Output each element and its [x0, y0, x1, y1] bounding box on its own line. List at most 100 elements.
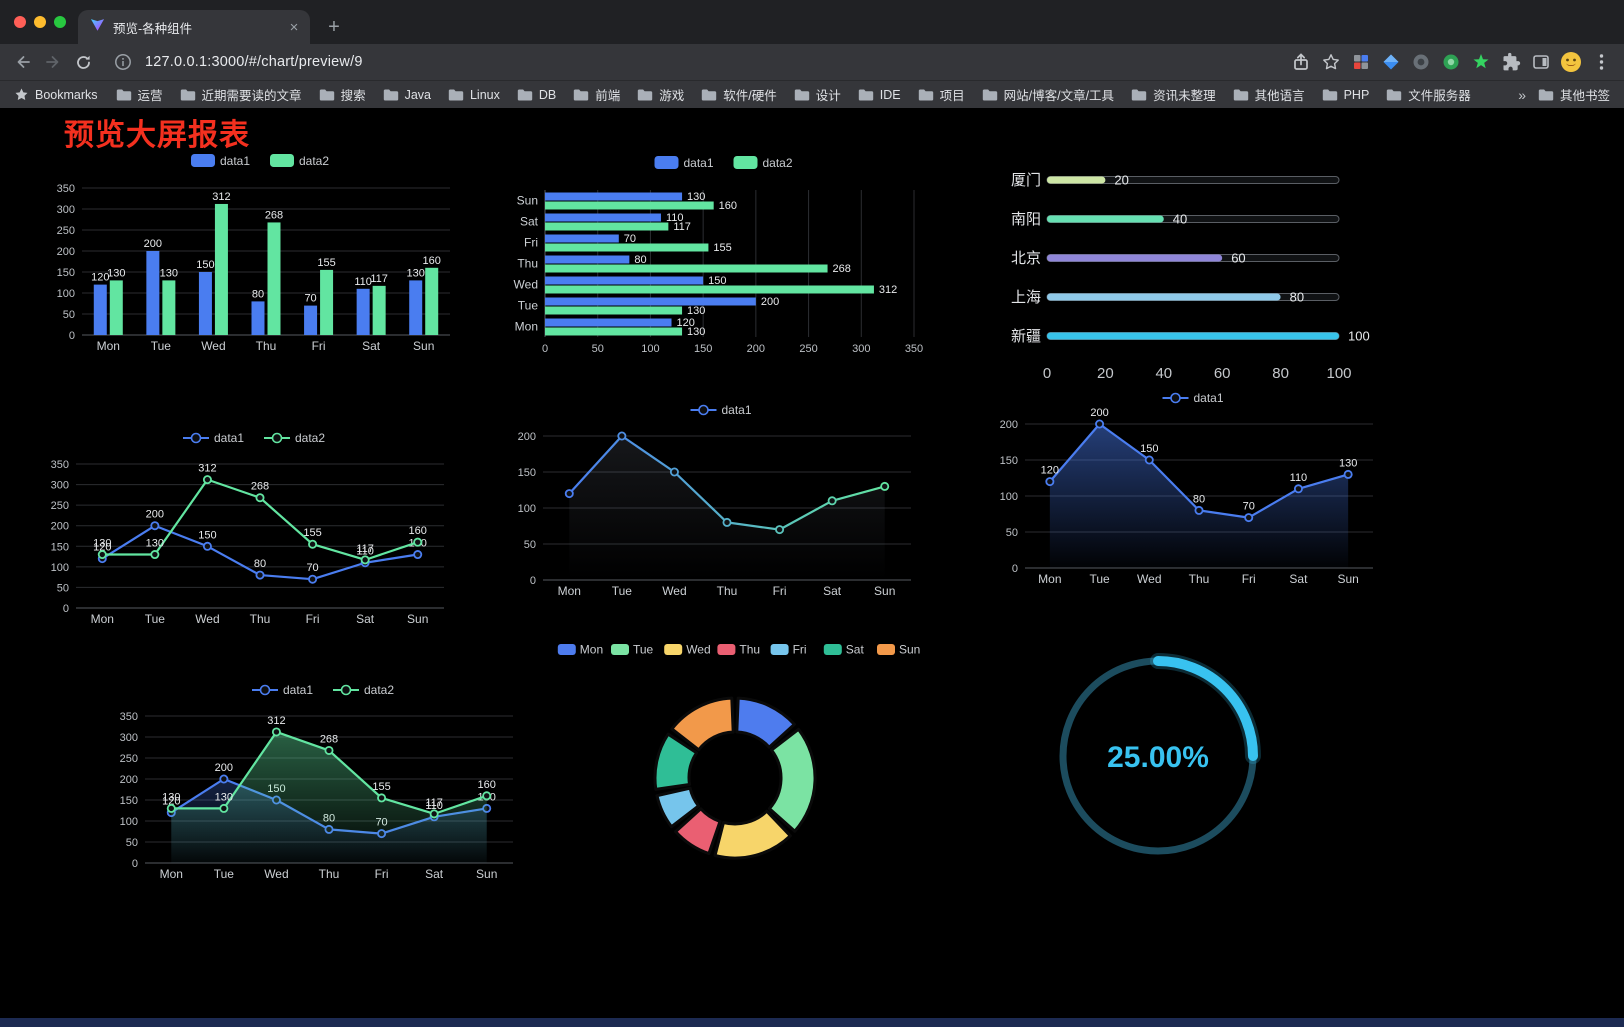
svg-text:40: 40: [1173, 212, 1187, 227]
svg-text:150: 150: [51, 541, 69, 553]
bottom-bar: [0, 1018, 1624, 1027]
svg-text:Wed: Wed: [1137, 572, 1161, 586]
chart-line-gradient[interactable]: 0 50 100 150 200 Mon Tue Wed Thu Fri Sat Sun data1: [503, 396, 943, 608]
address-bar[interactable]: 127.0.0.1:3000/#/chart/preview/9: [110, 49, 363, 75]
svg-text:Wed: Wed: [662, 584, 686, 598]
svg-text:200: 200: [1090, 407, 1108, 419]
bookmark-item[interactable]: PHP: [1322, 88, 1369, 102]
bookmark-item[interactable]: 软件/硬件: [701, 85, 777, 104]
svg-text:Sun: Sun: [874, 584, 895, 598]
svg-text:150: 150: [196, 259, 214, 271]
profile-avatar[interactable]: [1558, 49, 1584, 75]
bookmark-item[interactable]: DB: [517, 88, 556, 102]
bookmark-item[interactable]: 资讯未整理: [1131, 85, 1216, 104]
svg-text:117: 117: [425, 797, 443, 809]
svg-text:100: 100: [1348, 329, 1370, 344]
chart-bar-vertical[interactable]: 0 50 100 150 200 250 300 350 Mon Tue Wed Thu Fri Sat S…: [42, 148, 482, 363]
svg-text:200: 200: [215, 762, 233, 774]
share-icon[interactable]: [1288, 49, 1314, 75]
svg-text:100: 100: [51, 562, 69, 574]
svg-text:Mon: Mon: [160, 867, 183, 881]
menu-icon[interactable]: [1588, 49, 1614, 75]
bookmark-item[interactable]: 文件服务器: [1386, 85, 1471, 104]
svg-text:100: 100: [641, 343, 659, 355]
svg-text:130: 130: [215, 791, 233, 803]
svg-text:80: 80: [254, 558, 266, 570]
svg-text:110: 110: [666, 212, 684, 224]
window-controls: [14, 16, 66, 28]
chart-bar-horizontal[interactable]: 0 50 100 150 200 250 300 350 Mon 120 130 Tue 200 130 W…: [503, 150, 948, 365]
extension-circle-green-icon[interactable]: [1438, 49, 1464, 75]
minimize-window-button[interactable]: [34, 16, 46, 28]
bookmark-star-icon[interactable]: [1318, 49, 1344, 75]
bookmark-item[interactable]: 项目: [918, 85, 965, 104]
chart-line-two-series[interactable]: 0 50 100 150 200 250 300 350 Mon Tue Wed Thu Fri Sat S…: [36, 424, 476, 636]
forward-icon[interactable]: [40, 49, 66, 75]
svg-text:Thu: Thu: [1189, 572, 1210, 586]
svg-text:250: 250: [120, 753, 138, 765]
svg-text:data2: data2: [364, 683, 394, 697]
bookmark-item[interactable]: 搜索: [319, 85, 366, 104]
svg-text:Tue: Tue: [214, 867, 235, 881]
bookmark-item[interactable]: 设计: [794, 85, 841, 104]
new-tab-button[interactable]: +: [328, 15, 340, 38]
bookmark-item[interactable]: 近期需要读的文章: [180, 85, 302, 104]
bookmark-item[interactable]: 网站/博客/文章/工具: [982, 85, 1114, 104]
bookmarks-list: 运营 近期需要读的文章 搜索 Java Linux DB 前端 游戏 软件/硬件 设计 IDE 项目 网…: [116, 85, 1507, 104]
split-view-icon[interactable]: [1528, 49, 1554, 75]
bookmark-item[interactable]: 前端: [573, 85, 620, 104]
reload-icon[interactable]: [70, 49, 96, 75]
bookmark-item[interactable]: Java: [383, 88, 431, 102]
bookmark-label: 文件服务器: [1408, 89, 1471, 103]
url-text[interactable]: 127.0.0.1:3000/#/chart/preview/9: [145, 54, 363, 70]
bookmark-label: Linux: [469, 87, 500, 102]
svg-text:150: 150: [518, 467, 536, 479]
svg-text:Sat: Sat: [520, 215, 539, 229]
extensions-puzzle-icon[interactable]: [1498, 49, 1524, 75]
svg-text:160: 160: [423, 255, 441, 267]
other-bookmarks-item[interactable]: 其他书签: [1538, 85, 1610, 104]
svg-text:data1: data1: [214, 431, 244, 445]
svg-text:110: 110: [1290, 472, 1308, 484]
svg-text:130: 130: [407, 267, 425, 279]
bookmark-item[interactable]: IDE: [858, 88, 901, 102]
close-window-button[interactable]: [14, 16, 26, 28]
folder-icon: [638, 89, 653, 100]
extension-diamond-icon[interactable]: [1378, 49, 1404, 75]
svg-text:130: 130: [93, 538, 111, 550]
bookmarks-overflow-chevron[interactable]: »: [1518, 86, 1526, 103]
svg-text:Mon: Mon: [97, 339, 120, 353]
bookmark-item[interactable]: 运营: [116, 85, 163, 104]
chart-progress-bars[interactable]: 厦门 20 南阳 40 北京 60 上海 80 新疆 100 0 20 40 60 80 100: [985, 154, 1405, 394]
back-icon[interactable]: [10, 49, 36, 75]
chart-area-two-series[interactable]: 0 50 100 150 200 250 300 350 Mon Tue Wed Thu Fri Sat S…: [105, 676, 545, 891]
svg-text:Sun: Sun: [899, 643, 920, 657]
svg-text:Sun: Sun: [1337, 572, 1358, 586]
svg-text:150: 150: [1140, 443, 1158, 455]
svg-text:268: 268: [833, 263, 851, 275]
svg-text:200: 200: [57, 246, 75, 258]
svg-text:50: 50: [524, 539, 536, 551]
browser-tab[interactable]: 预览-各种组件 ×: [78, 10, 310, 44]
svg-text:Mon: Mon: [580, 643, 603, 657]
zoom-window-button[interactable]: [54, 16, 66, 28]
svg-text:50: 50: [57, 582, 69, 594]
extension-circle-gray-icon[interactable]: [1408, 49, 1434, 75]
site-info-icon[interactable]: [110, 49, 136, 75]
svg-text:Sat: Sat: [356, 612, 375, 626]
chart-donut[interactable]: Mon Tue Wed Thu Fri Sat Sun: [528, 636, 948, 876]
bookmark-item[interactable]: 游戏: [637, 85, 684, 104]
chart-gauge[interactable]: 25.00%: [1028, 644, 1288, 874]
bookmarks-manager-item[interactable]: Bookmarks: [14, 87, 98, 102]
svg-text:150: 150: [198, 529, 216, 541]
bookmark-item[interactable]: 其他语言: [1233, 85, 1305, 104]
folder-icon: [1322, 89, 1337, 100]
svg-text:Thu: Thu: [250, 612, 271, 626]
chart-area-single[interactable]: 0 50 100 150 200 Mon Tue Wed Thu Fri Sat Sun 120 200 1…: [985, 384, 1405, 596]
tab-close-icon[interactable]: ×: [289, 18, 299, 36]
svg-text:200: 200: [51, 521, 69, 533]
svg-text:160: 160: [409, 525, 427, 537]
extension-grid-icon[interactable]: [1348, 49, 1374, 75]
extension-star-green-icon[interactable]: [1468, 49, 1494, 75]
bookmark-item[interactable]: Linux: [448, 88, 500, 102]
